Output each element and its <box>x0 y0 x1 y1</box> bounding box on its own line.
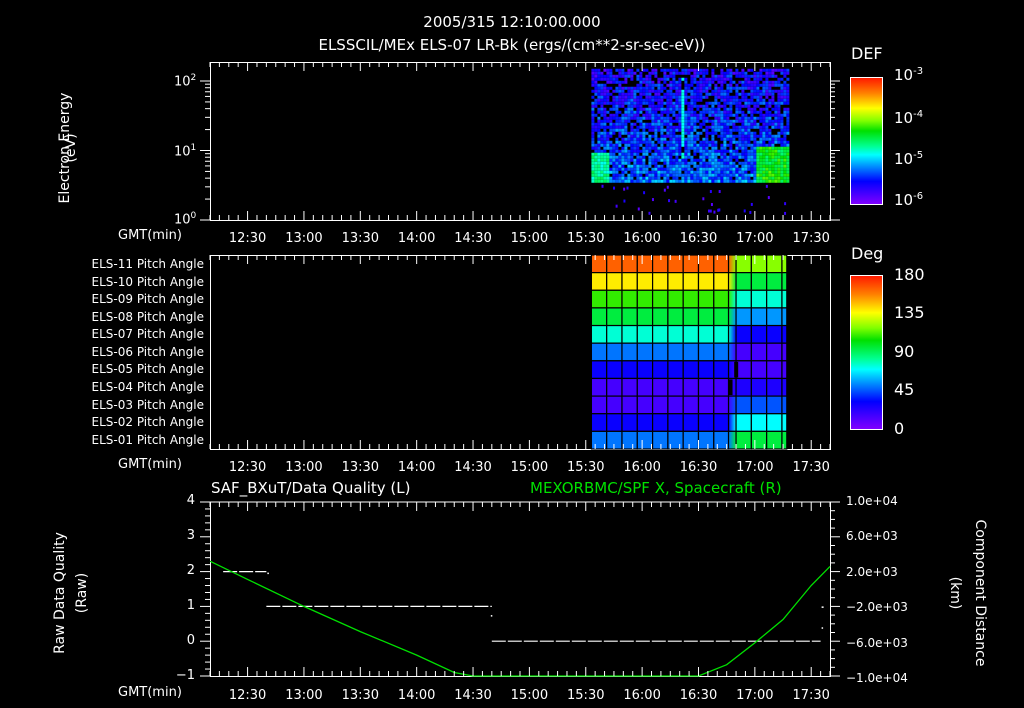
panel3-right-title: MEXORBMC/SPF X, Spacecraft (R) <box>530 479 782 497</box>
xtick-label: 15:30 <box>567 688 605 703</box>
panel3-rtick-6e3: 6.0e+03 <box>846 529 898 543</box>
panel3-ytick-1: 1 <box>186 598 195 613</box>
panel3-rtick-neg1e4: −1.0e+04 <box>846 671 908 685</box>
panel2-xlabel: GMT(min) <box>118 457 182 472</box>
colorbar-deg-title: Deg <box>851 244 884 263</box>
xtick-label: 17:00 <box>736 460 774 475</box>
xtick-label: 13:00 <box>285 231 323 246</box>
colorbar-def-tick-1e-4: 10-4 <box>894 109 924 127</box>
row-label-els-08: ELS-08 Pitch Angle <box>91 310 204 324</box>
panel1-xlabel: GMT(min) <box>118 228 182 243</box>
xtick-label: 14:00 <box>397 231 436 246</box>
xtick-label: 14:30 <box>454 688 492 703</box>
panel3-xlabel: GMT(min) <box>118 685 182 700</box>
row-label-els-11: ELS-11 Pitch Angle <box>91 257 204 271</box>
row-label-els-09: ELS-09 Pitch Angle <box>91 292 204 306</box>
row-label-els-10: ELS-10 Pitch Angle <box>91 275 204 289</box>
colorbar-deg-tick-0: 0 <box>894 419 905 438</box>
xtick-label: 16:00 <box>623 231 661 246</box>
energy-spectrogram-panel <box>210 62 831 221</box>
xtick-label: 14:30 <box>454 231 492 246</box>
panel3-rtick-1e4: 1.0e+04 <box>846 494 898 508</box>
colorbar-deg-tick-90: 90 <box>894 342 915 361</box>
panel1-ytick-100: 102 <box>174 73 197 90</box>
colorbar-def <box>850 77 883 205</box>
energy-spectrogram <box>591 68 790 215</box>
colorbar-def-tick-1e-5: 10-5 <box>894 150 924 168</box>
xtick-label: 16:30 <box>679 688 718 703</box>
pitch-angle-panel <box>210 254 831 450</box>
row-label-els-01: ELS-01 Pitch Angle <box>91 433 204 447</box>
xtick-label: 15:00 <box>510 688 549 703</box>
xtick-label: 15:30 <box>567 460 605 475</box>
row-label-els-02: ELS-02 Pitch Angle <box>91 415 204 429</box>
colorbar-deg-tick-180: 180 <box>894 265 925 284</box>
colorbar-deg-tick-45: 45 <box>894 380 915 399</box>
xtick-label: 15:30 <box>567 231 605 246</box>
panel3-rtick-neg2e3: −2.0e+03 <box>846 600 908 614</box>
panel1-ytick-1: 100 <box>174 211 197 228</box>
xtick-label: 16:00 <box>623 460 661 475</box>
row-label-els-04: ELS-04 Pitch Angle <box>91 380 204 394</box>
xtick-label: 17:30 <box>792 231 830 246</box>
colorbar-def-tick-1e-6: 10-6 <box>894 191 924 209</box>
xtick-label: 17:30 <box>792 460 830 475</box>
xtick-label: 13:00 <box>285 460 323 475</box>
xtick-label: 16:30 <box>679 460 718 475</box>
row-label-els-07: ELS-07 Pitch Angle <box>91 327 204 341</box>
plot-subtitle: ELSSCIL/MEx ELS-07 LR-Bk (ergs/(cm**2-sr… <box>318 36 706 54</box>
panel3-ytick-3: 3 <box>186 528 195 543</box>
colorbar-def-title: DEF <box>851 44 883 63</box>
xtick-label: 12:30 <box>228 231 267 246</box>
xtick-label: 15:00 <box>510 231 549 246</box>
panel3-ytick-4: 4 <box>186 493 195 508</box>
colorbar-deg <box>850 275 883 430</box>
xtick-label: 15:00 <box>510 460 549 475</box>
xtick-label: 16:00 <box>623 688 661 703</box>
panel3-ytick-2: 2 <box>186 563 195 578</box>
xtick-label: 16:30 <box>679 231 718 246</box>
xtick-label: 12:30 <box>228 460 267 475</box>
panel3-ytick-0: 0 <box>186 633 195 648</box>
xtick-label: 17:00 <box>736 688 774 703</box>
panel3-rtick-2e3: 2.0e+03 <box>846 565 898 579</box>
xtick-label: 13:30 <box>341 460 380 475</box>
panel3-ytick-neg1: −1 <box>175 668 195 683</box>
xtick-label: 13:00 <box>285 688 323 703</box>
panel3-rtick-neg6e3: −6.0e+03 <box>846 636 908 650</box>
xtick-label: 14:30 <box>454 460 492 475</box>
xtick-label: 13:30 <box>341 231 380 246</box>
xtick-label: 17:00 <box>736 231 774 246</box>
xtick-label: 12:30 <box>228 688 267 703</box>
colorbar-def-tick-1e-3: 10-3 <box>894 66 924 84</box>
xtick-label: 14:00 <box>397 460 436 475</box>
xtick-label: 13:30 <box>341 688 380 703</box>
row-label-els-03: ELS-03 Pitch Angle <box>91 398 204 412</box>
row-label-els-05: ELS-05 Pitch Angle <box>91 362 204 376</box>
colorbar-deg-tick-135: 135 <box>894 303 925 322</box>
pitch-angle-heatmap <box>590 254 788 450</box>
panel1-ytick-10: 101 <box>174 143 197 160</box>
row-label-els-06: ELS-06 Pitch Angle <box>91 345 204 359</box>
plot-datetime: 2005/315 12:10:00.000 <box>423 13 601 31</box>
xtick-label: 14:00 <box>397 688 436 703</box>
xtick-label: 17:30 <box>792 688 830 703</box>
panel3-left-title: SAF_BXuT/Data Quality (L) <box>211 479 411 497</box>
